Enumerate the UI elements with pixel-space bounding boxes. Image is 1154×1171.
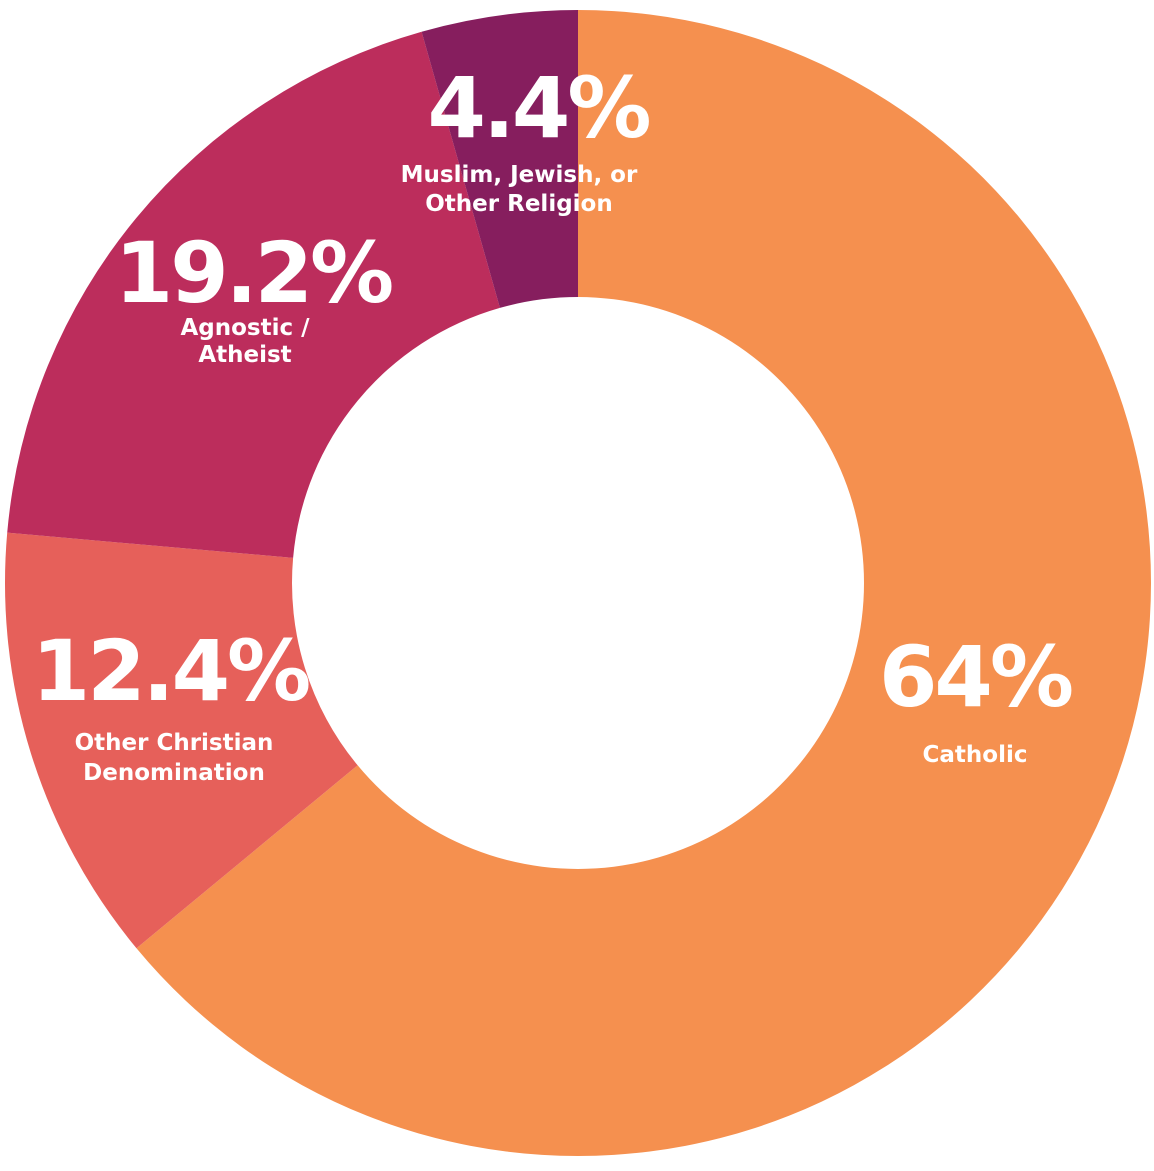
slice-other-christian-denomination — [5, 532, 358, 949]
slice-value-agnostic-atheist: 19.2% — [115, 224, 392, 322]
slice-value-other-christian-denomination: 12.4% — [32, 622, 309, 720]
slice-label-other-christian-denomination: Other Christian Denomination — [75, 730, 274, 786]
labels-layer: 64% Catholic 12.4% Other Christian Denominat… — [32, 59, 1075, 786]
slice-agnostic-atheist — [7, 31, 500, 558]
slice-label-catholic: Catholic — [923, 742, 1028, 768]
slice-catholic — [136, 10, 1151, 1157]
slice-value-muslim-jewish-or-other-religion: 4.4% — [428, 59, 650, 157]
slices-layer — [5, 10, 1151, 1157]
slice-value-catholic: 64% — [879, 628, 1072, 726]
slice-label-muslim-jewish-or-other-religion: Muslim, Jewish, or Other Religion — [401, 162, 638, 217]
slice-muslim-jewish-or-other-religion — [421, 10, 578, 308]
slice-label-agnostic-atheist: Agnostic / Atheist — [180, 315, 310, 368]
